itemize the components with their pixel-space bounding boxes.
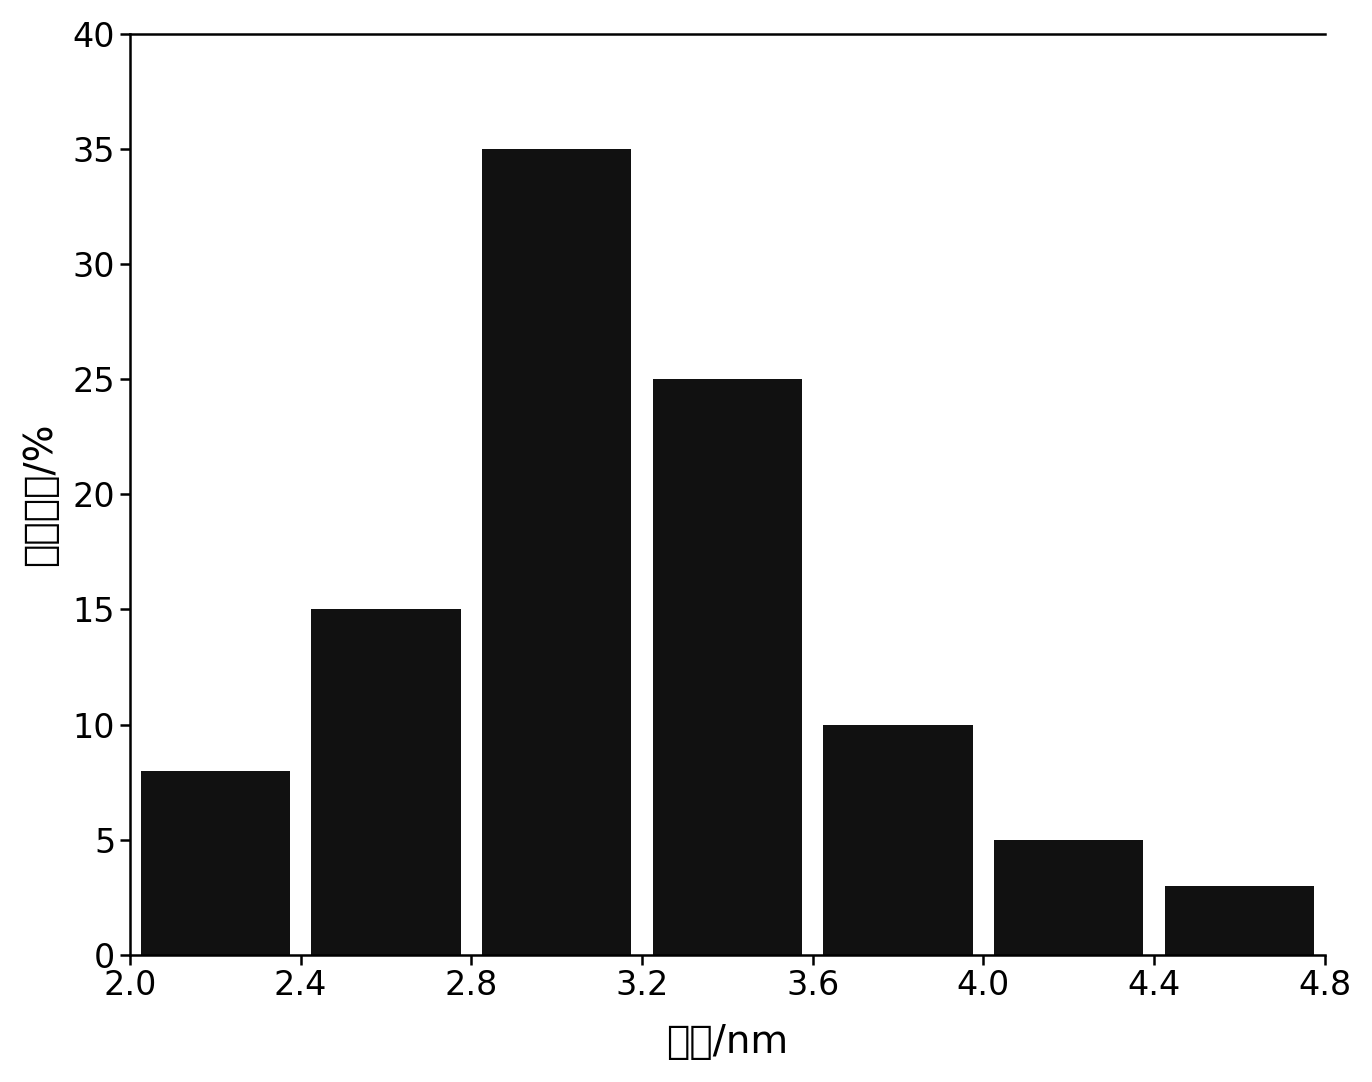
Bar [1165, 886, 1314, 954]
Bar [993, 840, 1143, 954]
Bar [653, 379, 803, 954]
Bar [140, 770, 289, 954]
Bar [311, 609, 461, 954]
Bar [482, 149, 631, 954]
Y-axis label: 分布比例/%: 分布比例/% [21, 423, 59, 566]
Bar [823, 725, 973, 954]
X-axis label: 粒径/nm: 粒径/nm [667, 1024, 789, 1061]
